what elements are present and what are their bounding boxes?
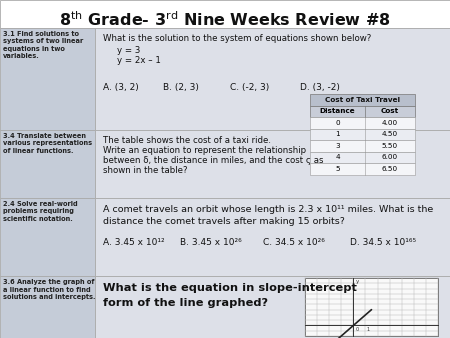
Text: 3: 3 xyxy=(335,143,340,149)
Text: D. 34.5 x 10¹⁶⁵: D. 34.5 x 10¹⁶⁵ xyxy=(350,238,416,247)
Text: A. 3.45 x 10¹²: A. 3.45 x 10¹² xyxy=(103,238,165,247)
Text: A comet travels an orbit whose length is 2.3 x 10¹¹ miles. What is the: A comet travels an orbit whose length is… xyxy=(103,205,433,214)
Text: 3.4 Translate between
various representations
of linear functions.: 3.4 Translate between various representa… xyxy=(3,133,92,154)
Text: 4.50: 4.50 xyxy=(382,131,398,137)
Bar xyxy=(95,28,450,130)
Bar xyxy=(310,151,415,163)
Text: 0: 0 xyxy=(356,328,359,333)
Text: y: y xyxy=(356,279,359,284)
Bar xyxy=(95,276,450,338)
Text: 1: 1 xyxy=(366,328,369,333)
Text: Distance: Distance xyxy=(320,108,356,114)
Text: 4.00: 4.00 xyxy=(382,120,398,126)
Text: C. 34.5 x 10²⁶: C. 34.5 x 10²⁶ xyxy=(263,238,325,247)
Bar xyxy=(310,105,415,117)
Text: B. 3.45 x 10²⁶: B. 3.45 x 10²⁶ xyxy=(180,238,242,247)
Text: 3.1 Find solutions to
systems of two linear
equations in two
variables.: 3.1 Find solutions to systems of two lin… xyxy=(3,31,83,59)
Text: D. (3, -2): D. (3, -2) xyxy=(300,83,340,92)
Text: Cost of Taxi Travel: Cost of Taxi Travel xyxy=(325,97,400,103)
Bar xyxy=(95,198,450,276)
Text: B. (2, 3): B. (2, 3) xyxy=(163,83,199,92)
Bar xyxy=(310,94,415,105)
Text: 1: 1 xyxy=(335,131,340,137)
Text: 6.00: 6.00 xyxy=(382,154,398,160)
Text: Cost: Cost xyxy=(381,108,399,114)
Text: 2.4 Solve real-world
problems requiring
scientific notation.: 2.4 Solve real-world problems requiring … xyxy=(3,201,77,222)
Text: 4: 4 xyxy=(335,154,340,160)
Text: between δ, the distance in miles, and the cost ς as: between δ, the distance in miles, and th… xyxy=(103,156,324,165)
Text: 5.50: 5.50 xyxy=(382,143,398,149)
Text: The table shows the cost of a taxi ride.: The table shows the cost of a taxi ride. xyxy=(103,136,271,145)
Bar xyxy=(310,117,415,128)
Bar xyxy=(305,278,438,336)
Bar xyxy=(310,140,415,151)
Text: y = 2x – 1: y = 2x – 1 xyxy=(117,56,161,65)
Bar xyxy=(0,0,450,28)
Text: Write an equation to represent the relationship: Write an equation to represent the relat… xyxy=(103,146,306,155)
Bar xyxy=(310,163,415,174)
Bar xyxy=(0,198,95,276)
Text: 5: 5 xyxy=(335,166,340,172)
Text: What is the equation in slope-intercept: What is the equation in slope-intercept xyxy=(103,283,357,293)
Text: 0: 0 xyxy=(335,120,340,126)
Bar xyxy=(0,28,95,130)
Text: y = 3: y = 3 xyxy=(117,46,140,55)
Text: form of the line graphed?: form of the line graphed? xyxy=(103,298,268,308)
Bar xyxy=(310,128,415,140)
Bar xyxy=(0,276,95,338)
Text: shown in the table?: shown in the table? xyxy=(103,166,188,175)
Bar xyxy=(0,130,95,198)
Text: A. (3, 2): A. (3, 2) xyxy=(103,83,139,92)
Text: What is the solution to the system of equations shown below?: What is the solution to the system of eq… xyxy=(103,34,371,43)
Text: 8$^{\rm th}$ Grade- 3$^{\rm rd}$ Nine Weeks Review #8: 8$^{\rm th}$ Grade- 3$^{\rm rd}$ Nine We… xyxy=(59,10,391,29)
Text: 3.6 Analyze the graph of
a linear function to find
solutions and intercepts.: 3.6 Analyze the graph of a linear functi… xyxy=(3,279,95,300)
Text: distance the comet travels after making 15 orbits?: distance the comet travels after making … xyxy=(103,217,345,226)
Text: 6.50: 6.50 xyxy=(382,166,398,172)
Bar xyxy=(95,130,450,198)
Text: C. (-2, 3): C. (-2, 3) xyxy=(230,83,269,92)
